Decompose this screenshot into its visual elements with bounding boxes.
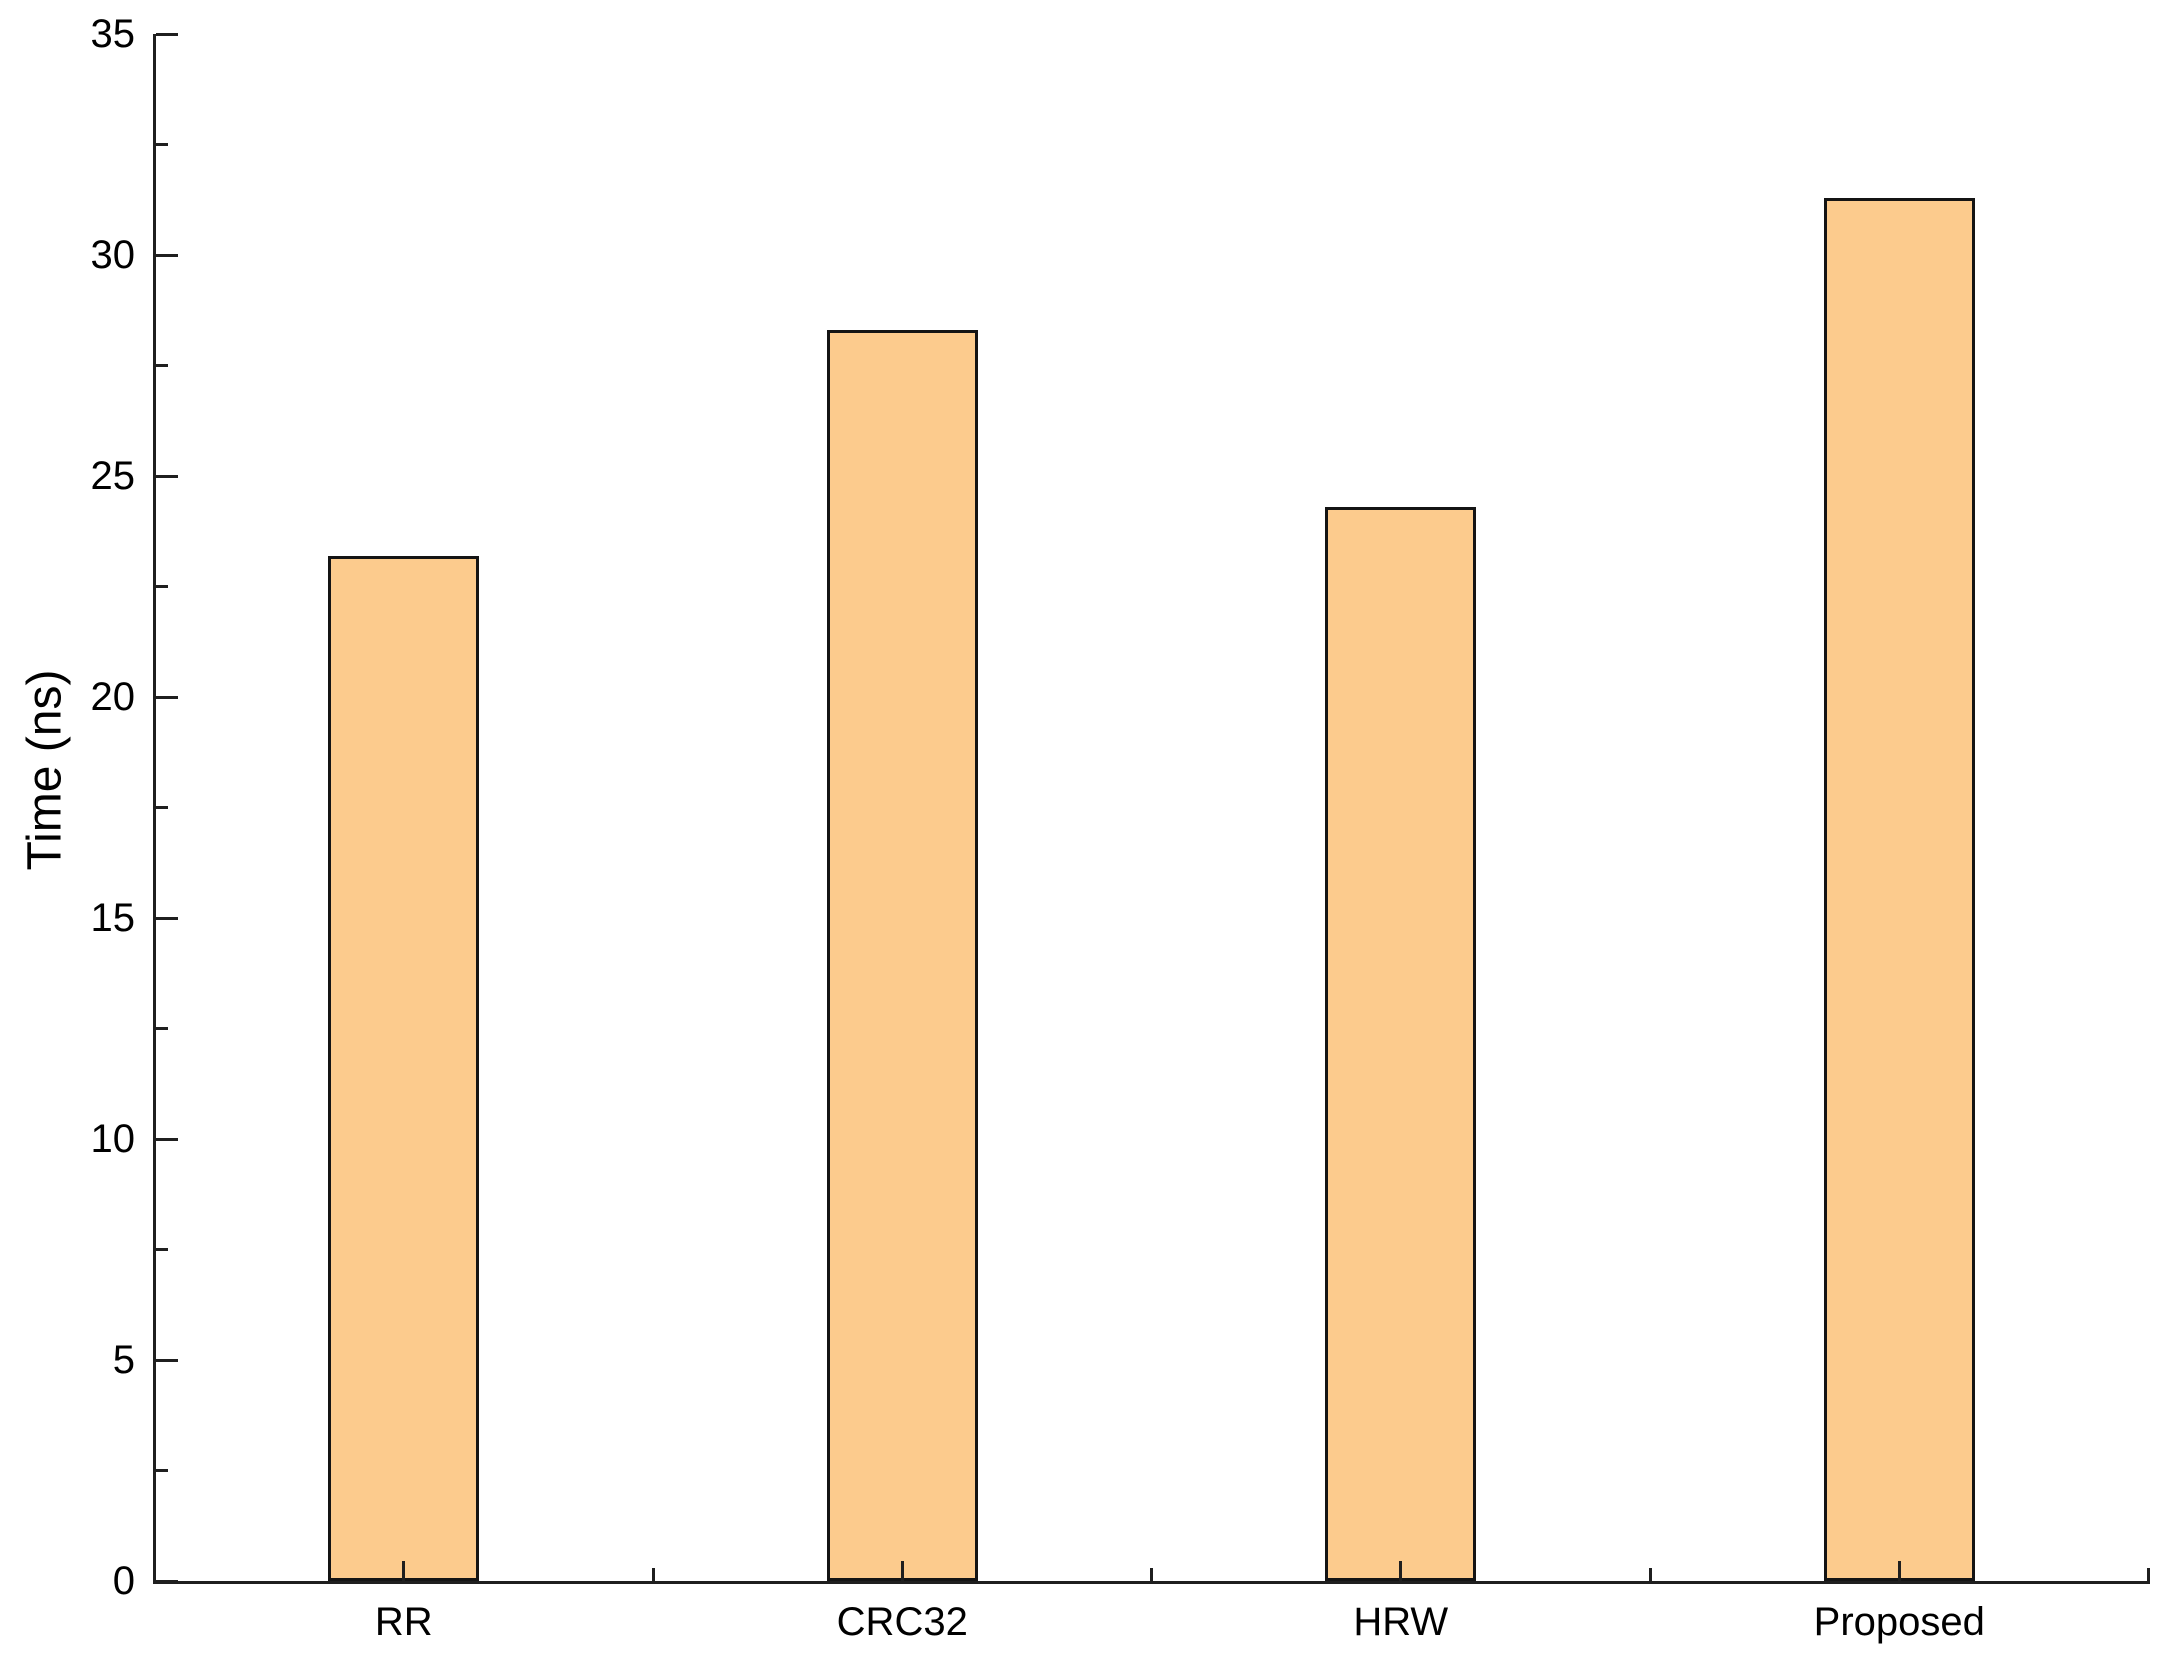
y-minor-tick	[156, 806, 168, 809]
y-major-tick	[156, 32, 178, 36]
x-major-tick	[1897, 1561, 1901, 1581]
x-boundary-tick	[1150, 1568, 1153, 1581]
y-major-tick	[156, 1579, 178, 1583]
x-major-tick	[1399, 1561, 1403, 1581]
y-axis-title: Time (ns)	[18, 669, 72, 871]
y-major-tick	[156, 474, 178, 478]
y-tick-label: 35	[90, 12, 136, 56]
x-tick-label-proposed: Proposed	[1813, 1600, 1985, 1644]
x-major-tick	[402, 1561, 406, 1581]
y-tick-label: 30	[90, 233, 136, 277]
y-minor-tick	[156, 585, 168, 588]
x-boundary-tick	[651, 1568, 655, 1581]
x-major-tick	[900, 1561, 904, 1581]
bar-proposed	[1823, 197, 1975, 1581]
y-major-tick	[156, 695, 178, 699]
y-tick-label: 5	[112, 1338, 135, 1382]
y-major-tick	[156, 916, 178, 920]
y-minor-tick	[156, 143, 168, 146]
plot-area	[153, 34, 2150, 1584]
y-minor-tick	[156, 1469, 168, 1472]
x-tick-label-hrw: HRW	[1353, 1600, 1449, 1644]
bar-hrw	[1325, 506, 1477, 1581]
y-major-tick	[156, 253, 178, 257]
bar-rr	[328, 555, 480, 1581]
y-major-tick	[156, 1358, 178, 1362]
y-major-tick	[156, 1137, 178, 1141]
y-minor-tick	[156, 1248, 168, 1251]
y-tick-label: 25	[90, 454, 136, 498]
y-tick-label: 0	[112, 1559, 135, 1603]
x-boundary-tick	[1648, 1568, 1652, 1581]
x-tick-label-crc32: CRC32	[836, 1600, 968, 1644]
y-tick-label: 15	[90, 896, 136, 940]
x-boundary-tick	[2147, 1568, 2150, 1581]
x-tick-label-rr: RR	[374, 1600, 433, 1644]
y-minor-tick	[156, 1027, 168, 1030]
y-tick-label: 20	[90, 675, 136, 719]
y-minor-tick	[156, 364, 168, 367]
bar-crc32	[826, 330, 978, 1581]
y-tick-label: 10	[90, 1117, 136, 1161]
